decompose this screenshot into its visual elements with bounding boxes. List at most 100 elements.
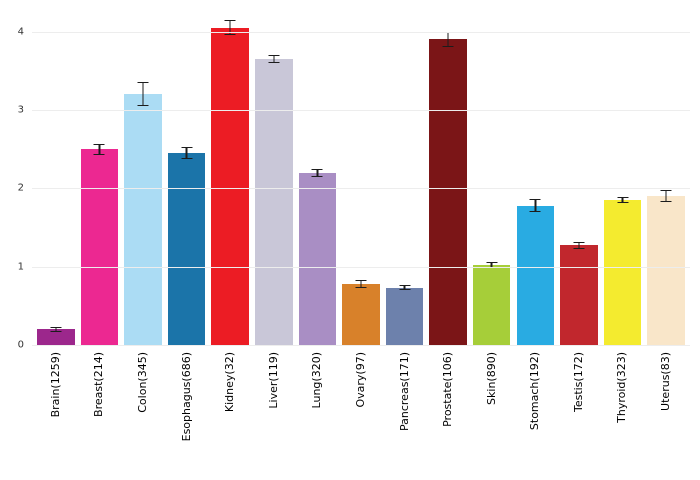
error-bar-line (360, 280, 362, 287)
x-tick-cell: Skin(890) (470, 352, 514, 480)
gridline (32, 109, 690, 111)
x-tick-cell: Liver(119) (252, 352, 296, 480)
y-tick-label: 0 (17, 339, 24, 351)
x-tick-cell: Brain(1259) (34, 352, 78, 480)
x-tick-cell: Breast(214) (78, 352, 122, 480)
bar-group (339, 8, 383, 345)
error-bar-line (490, 262, 493, 268)
bar-group (601, 8, 645, 345)
x-tick-label: Breast(214) (92, 352, 106, 417)
x-tick-cell: Testis(172) (557, 352, 601, 480)
error-bar-line (578, 243, 580, 248)
bar-group (78, 8, 122, 345)
x-tick-cell: Esophagus(686) (165, 352, 209, 480)
error-bar-line (621, 197, 624, 203)
error-bar (93, 143, 105, 155)
bar-group (165, 8, 209, 345)
x-tick-label: Esophagus(686) (179, 352, 193, 442)
x-tick-label: Brain(1259) (48, 352, 62, 418)
error-bar-line (534, 200, 537, 211)
error-bar (268, 55, 280, 63)
error-bar-line (316, 169, 319, 176)
bar (342, 283, 380, 345)
error-bar (442, 31, 454, 48)
error-bar (573, 242, 585, 249)
error-bar-line (447, 32, 449, 47)
error-bar-line (55, 328, 57, 331)
x-tick-cell: Stomach(192) (514, 352, 558, 480)
error-bar (617, 196, 629, 204)
error-bar (311, 168, 323, 177)
bar (472, 265, 511, 345)
error-bar (355, 279, 367, 288)
bar-group (557, 8, 601, 345)
bar-group (252, 8, 296, 345)
x-tick-cell: Uterus(83) (644, 352, 688, 480)
y-tick-label: 3 (17, 104, 24, 116)
x-tick-label: Skin(890) (484, 352, 498, 405)
error-bar (486, 261, 498, 269)
x-tick-cell: Colon(345) (121, 352, 165, 480)
gridline (32, 188, 690, 190)
bar-group (644, 8, 688, 345)
x-tick-label: Ovary(97) (353, 352, 367, 408)
error-bar-line (229, 20, 231, 35)
bar-group (470, 8, 514, 345)
bar (80, 149, 119, 345)
y-axis: 0 1 2 3 4 (0, 0, 30, 360)
y-tick-label: 4 (17, 26, 24, 37)
x-tick-label: Thyroid(323) (615, 352, 629, 423)
x-tick-cell: Lung(320) (296, 352, 340, 480)
x-tick-cell: Kidney(32) (208, 352, 252, 480)
bar (37, 329, 75, 345)
bar (211, 27, 249, 345)
x-axis-labels: Brain(1259) Breast(214) Colon(345) Esophagu… (32, 352, 690, 480)
error-bar-line (185, 147, 188, 159)
error-bar (181, 146, 193, 160)
x-tick-label: Colon(345) (135, 352, 149, 413)
bar (647, 196, 685, 345)
gridline (32, 31, 690, 33)
x-tick-label: Testis(172) (571, 352, 585, 413)
bar-group (121, 8, 165, 345)
y-tick-label: 2 (17, 182, 24, 194)
x-tick-label: Stomach(192) (528, 352, 542, 431)
x-tick-label: Liver(119) (266, 352, 280, 409)
bar (255, 58, 293, 345)
bar (603, 200, 642, 345)
gridline (32, 266, 690, 268)
bars-container (32, 8, 690, 345)
y-tick-label: 1 (17, 261, 24, 273)
x-tick-label: Lung(320) (310, 352, 324, 409)
x-tick-label: Uterus(83) (659, 352, 673, 411)
bar (429, 39, 467, 345)
error-bar-line (142, 83, 144, 105)
bar (167, 153, 206, 345)
error-bar (399, 285, 411, 291)
bar (385, 287, 424, 345)
gridline (32, 345, 690, 346)
error-bar (660, 189, 672, 203)
error-bar-line (98, 144, 101, 154)
bar (516, 205, 555, 345)
error-bar-line (665, 190, 667, 202)
bar-group (514, 8, 558, 345)
x-tick-label: Prostate(106) (441, 352, 455, 427)
plot-area (32, 8, 690, 346)
bar (298, 172, 337, 345)
x-tick-cell: Ovary(97) (339, 352, 383, 480)
bar (560, 245, 598, 345)
error-bar-line (403, 286, 406, 290)
error-bar-line (273, 56, 275, 62)
bar-group (208, 8, 252, 345)
error-bar (137, 82, 149, 106)
error-bar (224, 19, 236, 36)
x-tick-cell: Pancreas(171) (383, 352, 427, 480)
bar-group (383, 8, 427, 345)
error-bar (529, 199, 541, 212)
x-tick-cell: Prostate(106) (426, 352, 470, 480)
x-tick-cell: Thyroid(323) (601, 352, 645, 480)
bar-group (34, 8, 78, 345)
bar-group (426, 8, 470, 345)
